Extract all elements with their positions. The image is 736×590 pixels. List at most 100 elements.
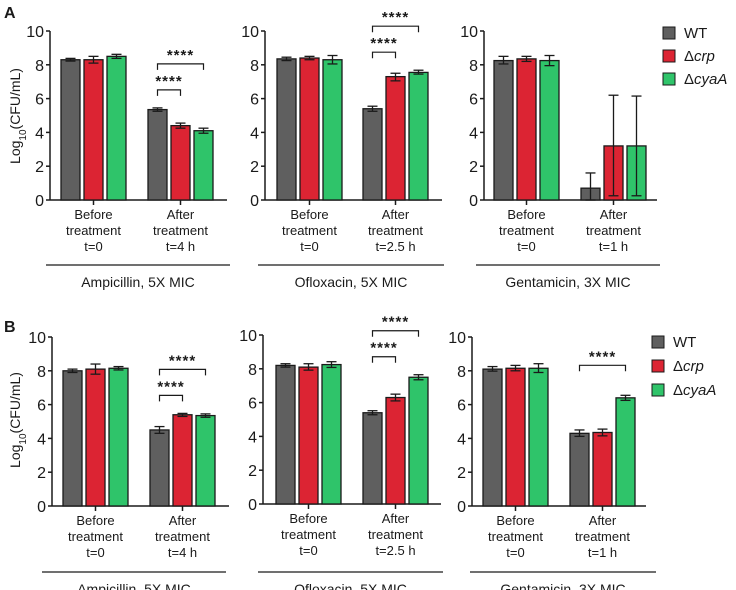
- legend-swatch-wt: [662, 26, 676, 40]
- x-tick-label: Before: [507, 207, 545, 222]
- y-tick-label: 0: [37, 499, 46, 516]
- chart-title: Ofloxacin, 5X MIC: [295, 274, 408, 290]
- legend-swatch-crp: [662, 49, 676, 63]
- bar-wt: [362, 412, 383, 505]
- significance-stars: ****: [382, 9, 409, 26]
- x-tick-label: t=0: [300, 239, 318, 254]
- chart-title: Gentamicin, 3X MIC: [500, 581, 625, 590]
- y-tick-label: 0: [250, 193, 259, 210]
- legend-label-wt: WT: [684, 25, 707, 42]
- bar-crp: [85, 368, 106, 507]
- x-tick-label: Before: [74, 207, 112, 222]
- chart-title: Ampicillin, 5X MIC: [81, 274, 195, 290]
- x-tick-label: treatment: [368, 527, 423, 542]
- y-tick-label: 6: [37, 398, 46, 415]
- significance-bracket: [371, 25, 420, 33]
- significance-stars: ****: [370, 35, 397, 52]
- bar-wt: [149, 429, 170, 507]
- legend-label-crp: Δcrp: [673, 358, 704, 375]
- x-tick-label: After: [382, 511, 410, 526]
- x-tick-label: Before: [290, 207, 328, 222]
- x-tick-label: t=1 h: [588, 545, 617, 560]
- y-tick-label: 4: [37, 431, 46, 448]
- y-tick-label: 2: [248, 463, 257, 480]
- x-tick-label: After: [589, 513, 617, 528]
- x-tick-label: t=4 h: [166, 239, 195, 254]
- x-tick-label: treatment: [68, 529, 123, 544]
- y-axis-label-a: Log10(CFU/mL): [7, 68, 29, 164]
- y-axis-label-b: Log10(CFU/mL): [7, 372, 29, 468]
- x-tick-label: t=0: [299, 543, 317, 558]
- y-tick-label: 4: [248, 429, 257, 446]
- significance-stars: ****: [155, 73, 182, 90]
- y-tick-label: 4: [35, 125, 44, 142]
- y-tick-label: 8: [37, 364, 46, 381]
- y-tick-label: 8: [35, 58, 44, 75]
- legend-b: WT Δcrp ΔcyaA: [651, 334, 716, 399]
- significance-stars: ****: [169, 352, 196, 369]
- bar-cyaa: [193, 130, 214, 201]
- y-tick-label: 10: [26, 24, 44, 41]
- bar-wt: [60, 59, 81, 201]
- y-tick-label: 10: [28, 330, 46, 347]
- y-tick-label: 0: [35, 193, 44, 210]
- significance-bracket: [578, 364, 627, 372]
- legend-label-cyaa: ΔcyaA: [684, 71, 727, 88]
- y-tick-label: 6: [248, 396, 257, 413]
- x-tick-label: t=0: [506, 545, 524, 560]
- x-tick-label: treatment: [66, 223, 121, 238]
- x-tick-label: Before: [496, 513, 534, 528]
- significance-stars: ****: [167, 47, 194, 64]
- bar-chart-b-1: 0246810Beforetreatmentt=0Aftertreatmentt…: [28, 330, 229, 590]
- x-tick-label: treatment: [499, 223, 554, 238]
- x-tick-label: treatment: [281, 527, 336, 542]
- legend-swatch-cyaa: [662, 72, 676, 86]
- bar-cyaa: [408, 71, 429, 201]
- bar-crp: [516, 58, 537, 201]
- x-tick-label: treatment: [282, 223, 337, 238]
- bar-wt: [276, 58, 297, 201]
- x-tick-label: Before: [289, 511, 327, 526]
- y-tick-label: 4: [469, 125, 478, 142]
- y-tick-label: 2: [37, 465, 46, 482]
- bar-wt: [147, 108, 168, 201]
- chart-title: Gentamicin, 3X MIC: [505, 274, 630, 290]
- y-tick-label: 8: [248, 362, 257, 379]
- y-tick-label: 0: [469, 193, 478, 210]
- significance-bracket: [156, 89, 182, 96]
- bar-cyaa: [615, 397, 636, 507]
- legend-swatch-crp: [651, 359, 665, 373]
- significance-bracket: [156, 63, 205, 70]
- bar-cyaa: [528, 367, 549, 507]
- y-tick-label: 10: [241, 24, 259, 41]
- bar-wt: [362, 108, 383, 201]
- x-tick-label: t=4 h: [168, 545, 197, 560]
- bar-wt: [569, 432, 590, 507]
- x-tick-label: After: [167, 207, 195, 222]
- y-tick-label: 2: [250, 159, 259, 176]
- x-tick-label: Before: [76, 513, 114, 528]
- x-tick-label: treatment: [586, 223, 641, 238]
- bar-cyaa: [321, 363, 342, 505]
- bar-crp: [505, 367, 526, 507]
- bar-crp: [385, 396, 406, 505]
- x-tick-label: t=2.5 h: [375, 239, 415, 254]
- bar-crp: [592, 431, 613, 507]
- x-tick-label: treatment: [153, 223, 208, 238]
- panel-letter-a: A: [4, 5, 16, 22]
- significance-stars: ****: [370, 340, 397, 357]
- legend-label-wt: WT: [673, 334, 696, 351]
- y-tick-label: 4: [457, 431, 466, 448]
- y-tick-label: 8: [469, 58, 478, 75]
- bar-wt: [275, 364, 296, 505]
- panel-letter-b: B: [4, 319, 16, 336]
- x-tick-label: t=1 h: [599, 239, 628, 254]
- bar-chart-b-3: 0246810Beforetreatmentt=0Aftertreatmentt…: [448, 330, 656, 590]
- y-tick-label: 2: [457, 465, 466, 482]
- bar-chart-a-1: 0246810Beforetreatmentt=0Aftertreatmentt…: [26, 24, 230, 290]
- significance-bracket: [158, 368, 207, 376]
- y-tick-label: 0: [457, 499, 466, 516]
- y-tick-label: 6: [469, 92, 478, 109]
- y-tick-label: 2: [469, 159, 478, 176]
